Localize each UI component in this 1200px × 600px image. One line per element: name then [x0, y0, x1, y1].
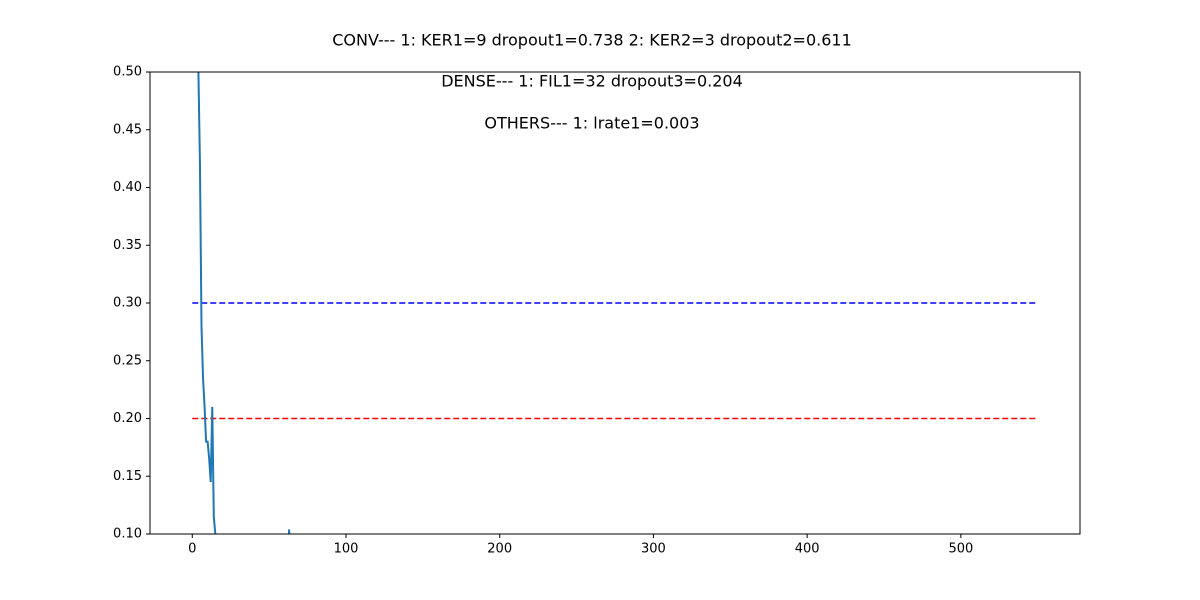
chart-title: DENSE--- 1: FIL1=32 dropout3=0.204	[441, 72, 743, 91]
y-tick-label: 0.15	[113, 469, 142, 484]
y-tick-label: 0.40	[113, 180, 142, 195]
y-tick-label: 0.50	[113, 65, 142, 80]
x-tick-label: 0	[188, 542, 196, 557]
x-tick-label: 100	[334, 542, 359, 557]
y-tick-label: 0.35	[113, 238, 142, 253]
y-tick-label: 0.20	[113, 411, 142, 426]
y-tick-label: 0.30	[113, 296, 142, 311]
y-tick-label: 0.25	[113, 353, 142, 368]
data-line	[197, 72, 291, 534]
y-tick-label: 0.10	[113, 527, 142, 542]
chart-title: OTHERS--- 1: lrate1=0.003	[484, 114, 699, 133]
plot-area	[192, 72, 1038, 534]
x-tick-label: 300	[641, 542, 666, 557]
x-tick-label: 200	[487, 542, 512, 557]
x-tick-label: 500	[948, 542, 973, 557]
chart-title: CONV--- 1: KER1=9 dropout1=0.738 2: KER2…	[332, 31, 852, 50]
x-tick-label: 400	[795, 542, 820, 557]
y-tick-label: 0.45	[113, 122, 142, 137]
